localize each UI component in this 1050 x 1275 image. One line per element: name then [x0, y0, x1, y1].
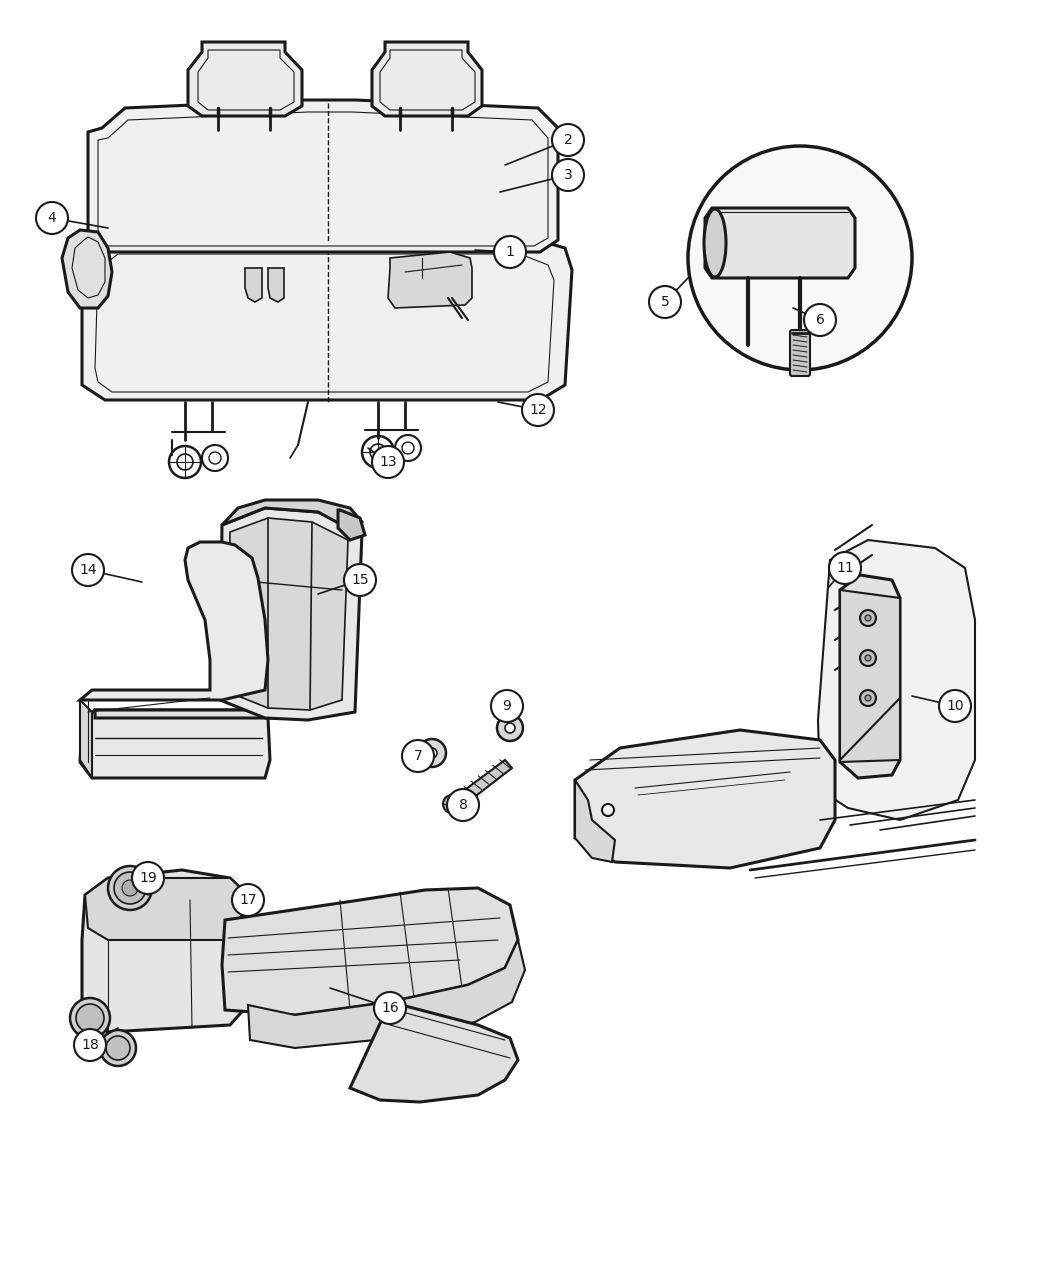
Circle shape	[860, 690, 876, 706]
Text: 9: 9	[503, 699, 511, 713]
Circle shape	[865, 655, 871, 660]
Text: 5: 5	[660, 295, 670, 309]
Circle shape	[830, 552, 861, 584]
Circle shape	[494, 236, 526, 268]
Text: 10: 10	[946, 699, 964, 713]
FancyBboxPatch shape	[790, 330, 810, 376]
Text: 2: 2	[564, 133, 572, 147]
Circle shape	[552, 159, 584, 191]
Circle shape	[865, 615, 871, 621]
Circle shape	[491, 690, 523, 722]
Polygon shape	[85, 878, 250, 949]
Circle shape	[132, 862, 164, 894]
Polygon shape	[80, 710, 270, 778]
Circle shape	[860, 650, 876, 666]
Text: 19: 19	[139, 871, 156, 885]
Polygon shape	[388, 252, 472, 309]
Polygon shape	[220, 507, 362, 720]
Circle shape	[939, 690, 971, 722]
Polygon shape	[222, 887, 518, 1015]
Circle shape	[372, 446, 404, 478]
Circle shape	[804, 303, 836, 337]
Circle shape	[70, 998, 110, 1038]
Polygon shape	[88, 99, 558, 252]
Polygon shape	[455, 760, 512, 802]
Circle shape	[447, 789, 479, 821]
Circle shape	[106, 1037, 130, 1060]
Polygon shape	[82, 238, 572, 400]
Circle shape	[122, 880, 138, 896]
Circle shape	[427, 748, 437, 759]
Polygon shape	[818, 541, 975, 820]
Text: 14: 14	[79, 564, 97, 578]
Polygon shape	[80, 700, 92, 778]
Polygon shape	[188, 42, 302, 116]
Circle shape	[100, 1030, 136, 1066]
Circle shape	[602, 805, 614, 816]
Polygon shape	[82, 870, 250, 1031]
Circle shape	[114, 872, 146, 904]
Circle shape	[497, 715, 523, 741]
Text: 4: 4	[47, 210, 57, 224]
Circle shape	[865, 695, 871, 701]
Polygon shape	[575, 780, 615, 862]
Polygon shape	[575, 731, 835, 868]
Circle shape	[522, 394, 554, 426]
Text: 17: 17	[239, 892, 257, 907]
Text: 13: 13	[379, 455, 397, 469]
Circle shape	[418, 740, 446, 768]
Circle shape	[649, 286, 681, 317]
Polygon shape	[840, 575, 900, 778]
Circle shape	[232, 884, 264, 915]
Polygon shape	[222, 500, 362, 532]
Circle shape	[688, 147, 912, 370]
Text: 8: 8	[459, 798, 467, 812]
Text: 16: 16	[381, 1001, 399, 1015]
Text: 6: 6	[816, 312, 824, 326]
Polygon shape	[350, 1002, 518, 1102]
Polygon shape	[338, 510, 365, 541]
Circle shape	[344, 564, 376, 595]
Text: 12: 12	[529, 403, 547, 417]
Polygon shape	[62, 230, 112, 309]
Circle shape	[74, 1029, 106, 1061]
Text: 3: 3	[564, 168, 572, 182]
Circle shape	[72, 555, 104, 586]
Polygon shape	[840, 590, 900, 762]
Circle shape	[108, 866, 152, 910]
Polygon shape	[94, 710, 268, 718]
Text: 7: 7	[414, 748, 422, 762]
Polygon shape	[705, 208, 855, 278]
Circle shape	[374, 992, 406, 1024]
Text: 15: 15	[351, 572, 369, 586]
Polygon shape	[245, 268, 262, 302]
Polygon shape	[248, 940, 525, 1048]
Ellipse shape	[704, 209, 726, 277]
Text: 18: 18	[81, 1038, 99, 1052]
Polygon shape	[372, 42, 482, 116]
Polygon shape	[228, 518, 348, 710]
Circle shape	[552, 124, 584, 156]
Polygon shape	[80, 542, 268, 700]
Circle shape	[860, 609, 876, 626]
Circle shape	[36, 201, 68, 235]
Polygon shape	[268, 268, 284, 302]
Text: 1: 1	[505, 245, 514, 259]
Circle shape	[402, 740, 434, 771]
Circle shape	[443, 796, 461, 813]
Circle shape	[505, 723, 514, 733]
Text: 11: 11	[836, 561, 854, 575]
Circle shape	[76, 1003, 104, 1031]
